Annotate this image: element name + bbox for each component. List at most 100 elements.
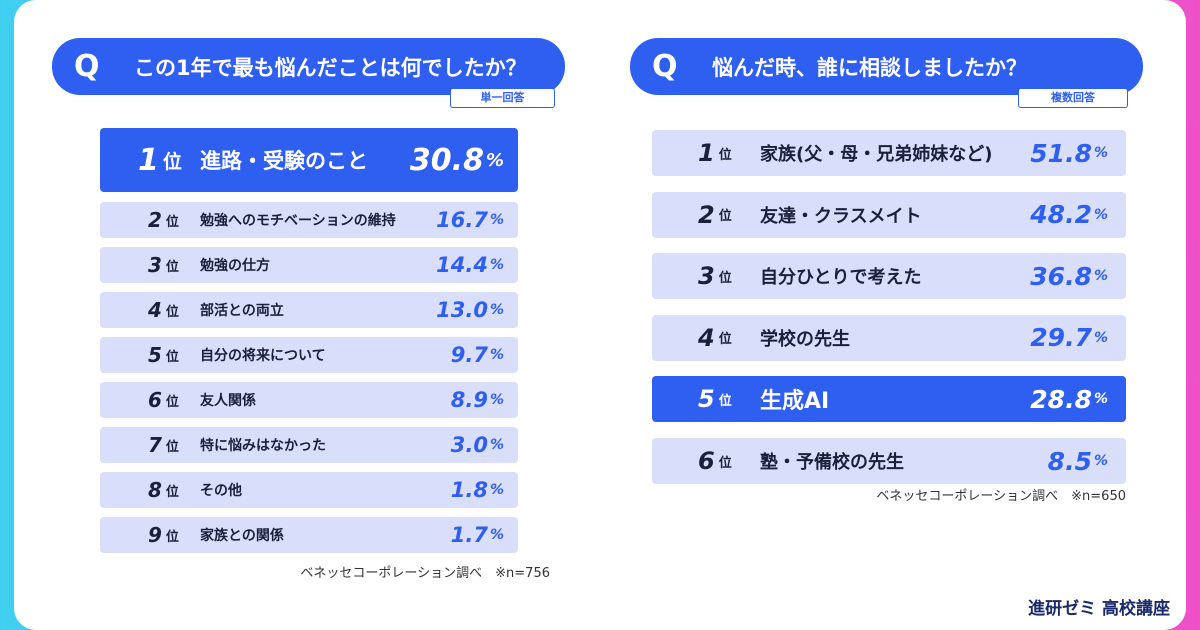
value-unit: % [1093, 453, 1108, 469]
ranking-row: 8 位 その他 1.8% [100, 472, 518, 508]
ranking-row: 2 位 友達・クラスメイト 48.2% [652, 191, 1126, 238]
value-unit: % [489, 302, 504, 318]
row-label: 学校の先生 [760, 328, 850, 350]
question-header: Q 悩んだ時、誰に相談しましたか？ [630, 38, 1143, 95]
rank-suffix: 位 [718, 209, 732, 225]
rank-number: 4 [148, 298, 162, 322]
rank-number: 2 [698, 200, 715, 229]
rank-number: 5 [698, 385, 715, 414]
ranking-row: 3 位 勉強の仕方 14.4% [100, 247, 518, 283]
rank-suffix: 位 [165, 304, 179, 320]
value: 28.8% [1030, 376, 1108, 422]
ranking-row: 5 位 自分の将来について 9.7% [100, 337, 518, 373]
answer-type: 複数回答 [1018, 88, 1128, 108]
value: 14.4% [436, 247, 504, 283]
row-label: 特に悩みはなかった [200, 438, 326, 454]
row-label: 友達・クラスメイト [760, 205, 922, 227]
ranking-row: 3 位 自分ひとりで考えた 36.8% [652, 253, 1126, 300]
value-unit: % [489, 437, 504, 453]
value: 13.0% [436, 292, 504, 328]
row-label: 自分ひとりで考えた [760, 267, 922, 289]
value-unit: % [489, 347, 504, 363]
footnote: ベネッセコーポレーション調べ ※n=650 [876, 489, 1126, 504]
value: 51.8% [1030, 130, 1108, 176]
rank-number: 5 [148, 343, 162, 367]
value-unit: % [1093, 391, 1108, 408]
rank-number: 6 [148, 388, 162, 412]
value: 3.0% [451, 427, 504, 463]
value-unit: % [489, 482, 504, 498]
value-number: 14.4 [436, 253, 488, 277]
ranking-row: 6 位 塾・予備校の先生 8.5% [652, 438, 1126, 484]
ranking-row: 5 位 生成AI 28.8% [652, 376, 1126, 423]
rank-suffix: 位 [162, 150, 182, 173]
row-label: 自分の将来について [200, 348, 326, 364]
value-unit: % [489, 392, 504, 408]
question-header: Q この1年で最も悩んだことは何でしたか？ [52, 38, 565, 95]
value-number: 16.7 [436, 208, 488, 232]
rank-suffix: 位 [165, 439, 179, 455]
rank-number: 6 [698, 447, 715, 475]
row-label: 友人関係 [200, 393, 256, 409]
value: 1.7% [451, 517, 504, 553]
rank-suffix: 位 [165, 259, 179, 275]
ranking-row: 6 位 友人関係 8.9% [100, 382, 518, 418]
rank-number: 1 [698, 139, 715, 167]
rank-suffix: 位 [718, 455, 732, 471]
row-label: 進路・受験のこと [200, 149, 368, 173]
value: 8.5% [1048, 438, 1108, 484]
rank-number: 2 [148, 208, 162, 232]
row-label: 家族(父・母・兄弟姉妹など) [760, 144, 993, 165]
value-unit: % [489, 257, 504, 273]
value-number: 9.7 [450, 343, 488, 367]
ranking-row: 1 位進路・受験のこと 30.8% [100, 128, 518, 192]
value-unit: % [1093, 268, 1108, 285]
value: 36.8% [1030, 253, 1108, 299]
value: 30.8% [410, 128, 504, 192]
row-label: 勉強の仕方 [200, 258, 270, 274]
value-unit: % [489, 212, 504, 228]
value-unit: % [489, 527, 504, 543]
rank-suffix: 位 [165, 214, 179, 230]
ranking-row: 4 位 部活との両立 13.0% [100, 292, 518, 328]
ranking-row: 2 位 勉強へのモチベーションの維持 16.7% [100, 202, 518, 238]
row-label: その他 [200, 483, 242, 499]
value-number: 36.8 [1030, 261, 1092, 291]
answer-type: 単一回答 [450, 88, 555, 108]
ranking-row: 1 位 家族(父・母・兄弟姉妹など) 51.8% [652, 130, 1126, 176]
question-title: 悩んだ時、誰に相談しましたか？ [712, 55, 1027, 80]
rank-suffix: 位 [718, 332, 732, 348]
value-unit: % [1093, 206, 1108, 223]
value: 8.9% [451, 382, 504, 418]
rank-number: 1 [138, 142, 159, 178]
value: 29.7% [1030, 315, 1108, 361]
value-number: 51.8 [1030, 138, 1092, 168]
value-number: 28.8 [1030, 384, 1092, 414]
rank-number: 4 [698, 323, 715, 352]
rank-number: 3 [148, 253, 162, 277]
row-label: 塾・予備校の先生 [760, 452, 904, 473]
row-label: 勉強へのモチベーションの維持 [200, 213, 396, 229]
value-unit: % [1093, 329, 1108, 346]
rank-number: 8 [148, 478, 162, 502]
row-label: 部活との両立 [200, 303, 284, 319]
value-number: 1.7 [450, 523, 488, 547]
value-number: 3.0 [450, 433, 488, 457]
row-label: 家族との関係 [200, 528, 284, 544]
value-number: 1.8 [450, 478, 488, 502]
rank-number: 9 [148, 523, 162, 547]
q-mark: Q [652, 49, 678, 84]
